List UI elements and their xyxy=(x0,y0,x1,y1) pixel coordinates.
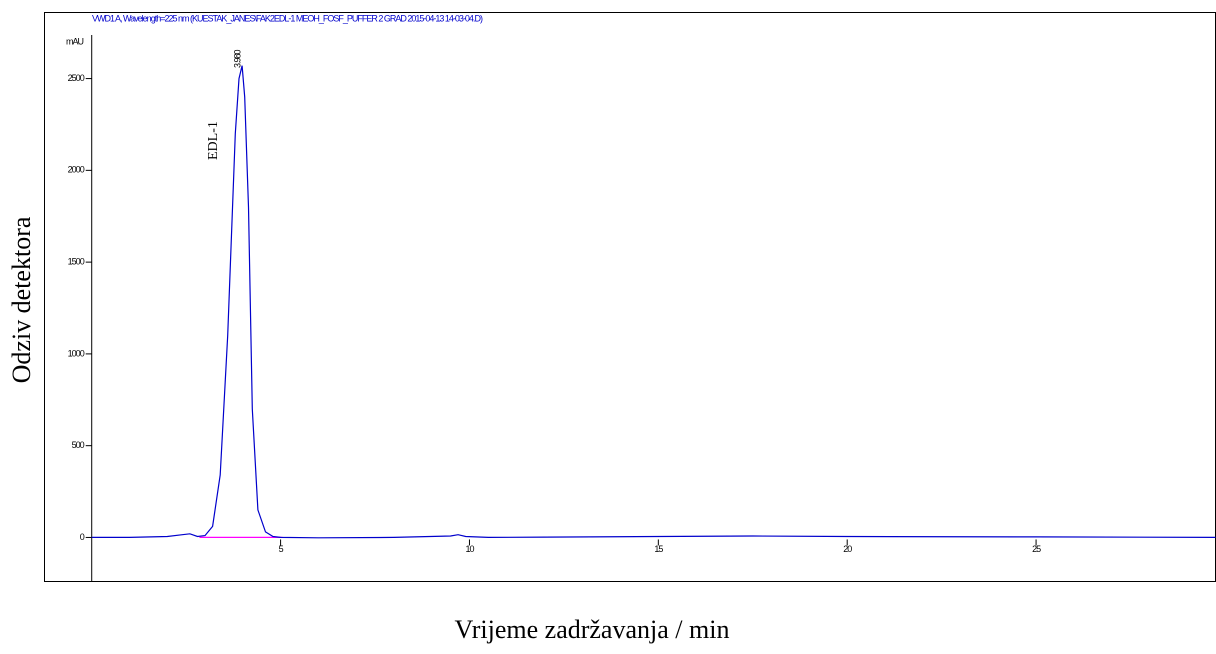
chromatogram-line xyxy=(91,65,1216,539)
x-tick-label: 25 xyxy=(1032,544,1041,554)
x-tick-label: 5 xyxy=(279,544,284,554)
plot-frame xyxy=(44,12,1216,582)
y-tick-label: 2500 xyxy=(68,73,85,83)
y-tick-label: 2000 xyxy=(68,165,85,175)
compound-label: EDL-1 xyxy=(206,121,221,160)
y-axis-label: Odziv detektora xyxy=(7,216,36,383)
y-tick-label: 0 xyxy=(80,532,85,542)
x-tick-label: 20 xyxy=(843,544,852,554)
x-axis-label: Vrijeme zadržavanja / min xyxy=(455,615,730,644)
y-tick-label: 1500 xyxy=(68,257,85,267)
x-tick-label: 10 xyxy=(465,544,474,554)
y-tick-label: 500 xyxy=(72,440,85,450)
peak-label: 3.980 xyxy=(232,49,242,68)
x-tick-label: 15 xyxy=(654,544,663,554)
chart-title: VWD1 A, Wavelength=225 nm (KUESTAK_JANES… xyxy=(92,13,483,23)
y-tick-label: 1000 xyxy=(68,348,85,358)
y-unit: mAU xyxy=(66,36,84,46)
